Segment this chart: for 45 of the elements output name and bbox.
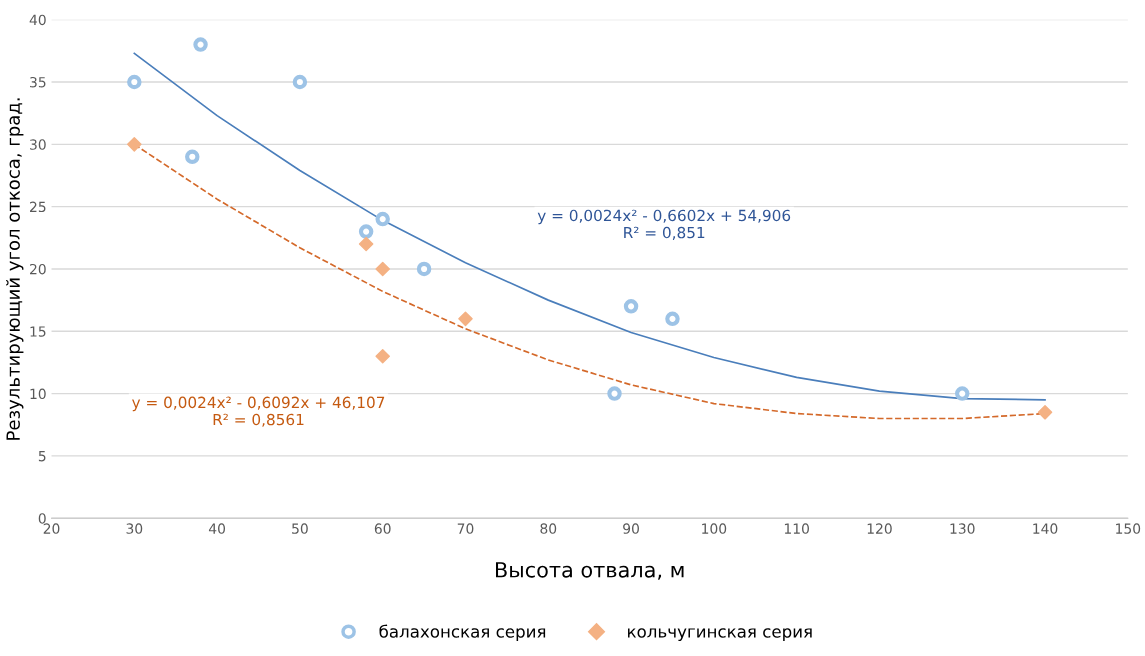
- legend-label: балахонская серия: [379, 624, 546, 641]
- y-tick-label: 20: [30, 263, 46, 275]
- y-tick-label: 15: [30, 326, 46, 337]
- point: [375, 348, 390, 364]
- y-tick-label: 0: [38, 513, 46, 524]
- point: [607, 386, 622, 401]
- x-tick-label: 40: [208, 523, 226, 534]
- point: [127, 137, 142, 152]
- point: [375, 211, 390, 227]
- x-tick-label: 150: [1116, 523, 1141, 534]
- point: [375, 261, 390, 277]
- x-tick-label: 130: [950, 523, 975, 534]
- x-tick-label: 90: [623, 523, 639, 534]
- x-tick-label: 140: [1033, 523, 1058, 534]
- point: [416, 261, 432, 277]
- x-tick-label: 100: [702, 523, 727, 534]
- x-tick-label: 30: [126, 523, 143, 534]
- legend-label: кольчугинская серия: [628, 628, 812, 641]
- point: [185, 149, 200, 165]
- x-tick-label: 60: [374, 523, 391, 534]
- x-axis-title: Высота отвала, м: [496, 562, 684, 580]
- point: [458, 311, 473, 327]
- point: [127, 74, 142, 90]
- point: [665, 311, 680, 327]
- point: [623, 299, 639, 314]
- point: [1037, 405, 1053, 420]
- point: [955, 386, 970, 401]
- x-tick-label: 110: [784, 523, 809, 534]
- point: [292, 74, 308, 90]
- annotation: y = 0,0024x² - 0,6092x + 46,107 R² = 0,8561: [132, 396, 385, 427]
- x-tick-label: 70: [457, 523, 474, 534]
- y-tick-label: 35: [30, 76, 46, 88]
- x-tick-label: 120: [867, 523, 892, 534]
- x-tick-label: 80: [540, 523, 557, 534]
- point: [358, 236, 374, 252]
- y-axis-title: Результирующий угол откоса, град.: [6, 98, 24, 440]
- y-tick-label: 40: [29, 14, 46, 26]
- y-tick-label: 10: [30, 388, 46, 400]
- point: [193, 37, 208, 52]
- x-tick-label: 50: [292, 523, 308, 534]
- annotation: y = 0,0024x² - 0,6602x + 54,906 R² = 0,851: [537, 209, 791, 240]
- y-tick-label: 25: [30, 201, 46, 213]
- y-tick-label: 5: [38, 451, 46, 462]
- point: [358, 224, 374, 239]
- y-tick-label: 30: [30, 139, 46, 150]
